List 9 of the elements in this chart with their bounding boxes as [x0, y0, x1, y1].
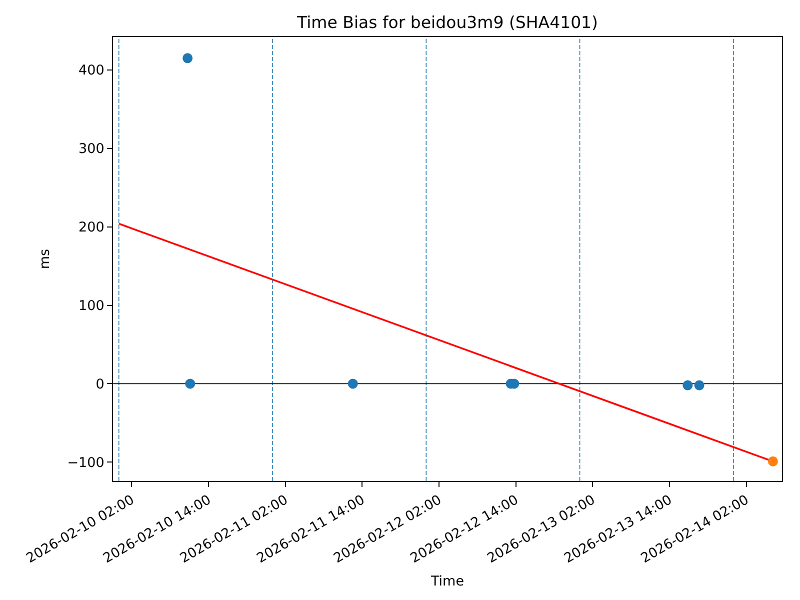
chart-title: Time Bias for beidou3m9 (SHA4101): [296, 12, 598, 32]
y-tick-label: 100: [78, 298, 104, 314]
y-tick-label: 400: [78, 62, 104, 79]
y-tick-label: 200: [78, 220, 104, 236]
y-tick-label: −100: [67, 454, 104, 471]
y-tick-label: 0: [96, 376, 104, 392]
x-axis-title: Time: [430, 574, 464, 590]
y-tick-label: 300: [78, 141, 104, 158]
y-axis-title: ms: [36, 248, 53, 270]
